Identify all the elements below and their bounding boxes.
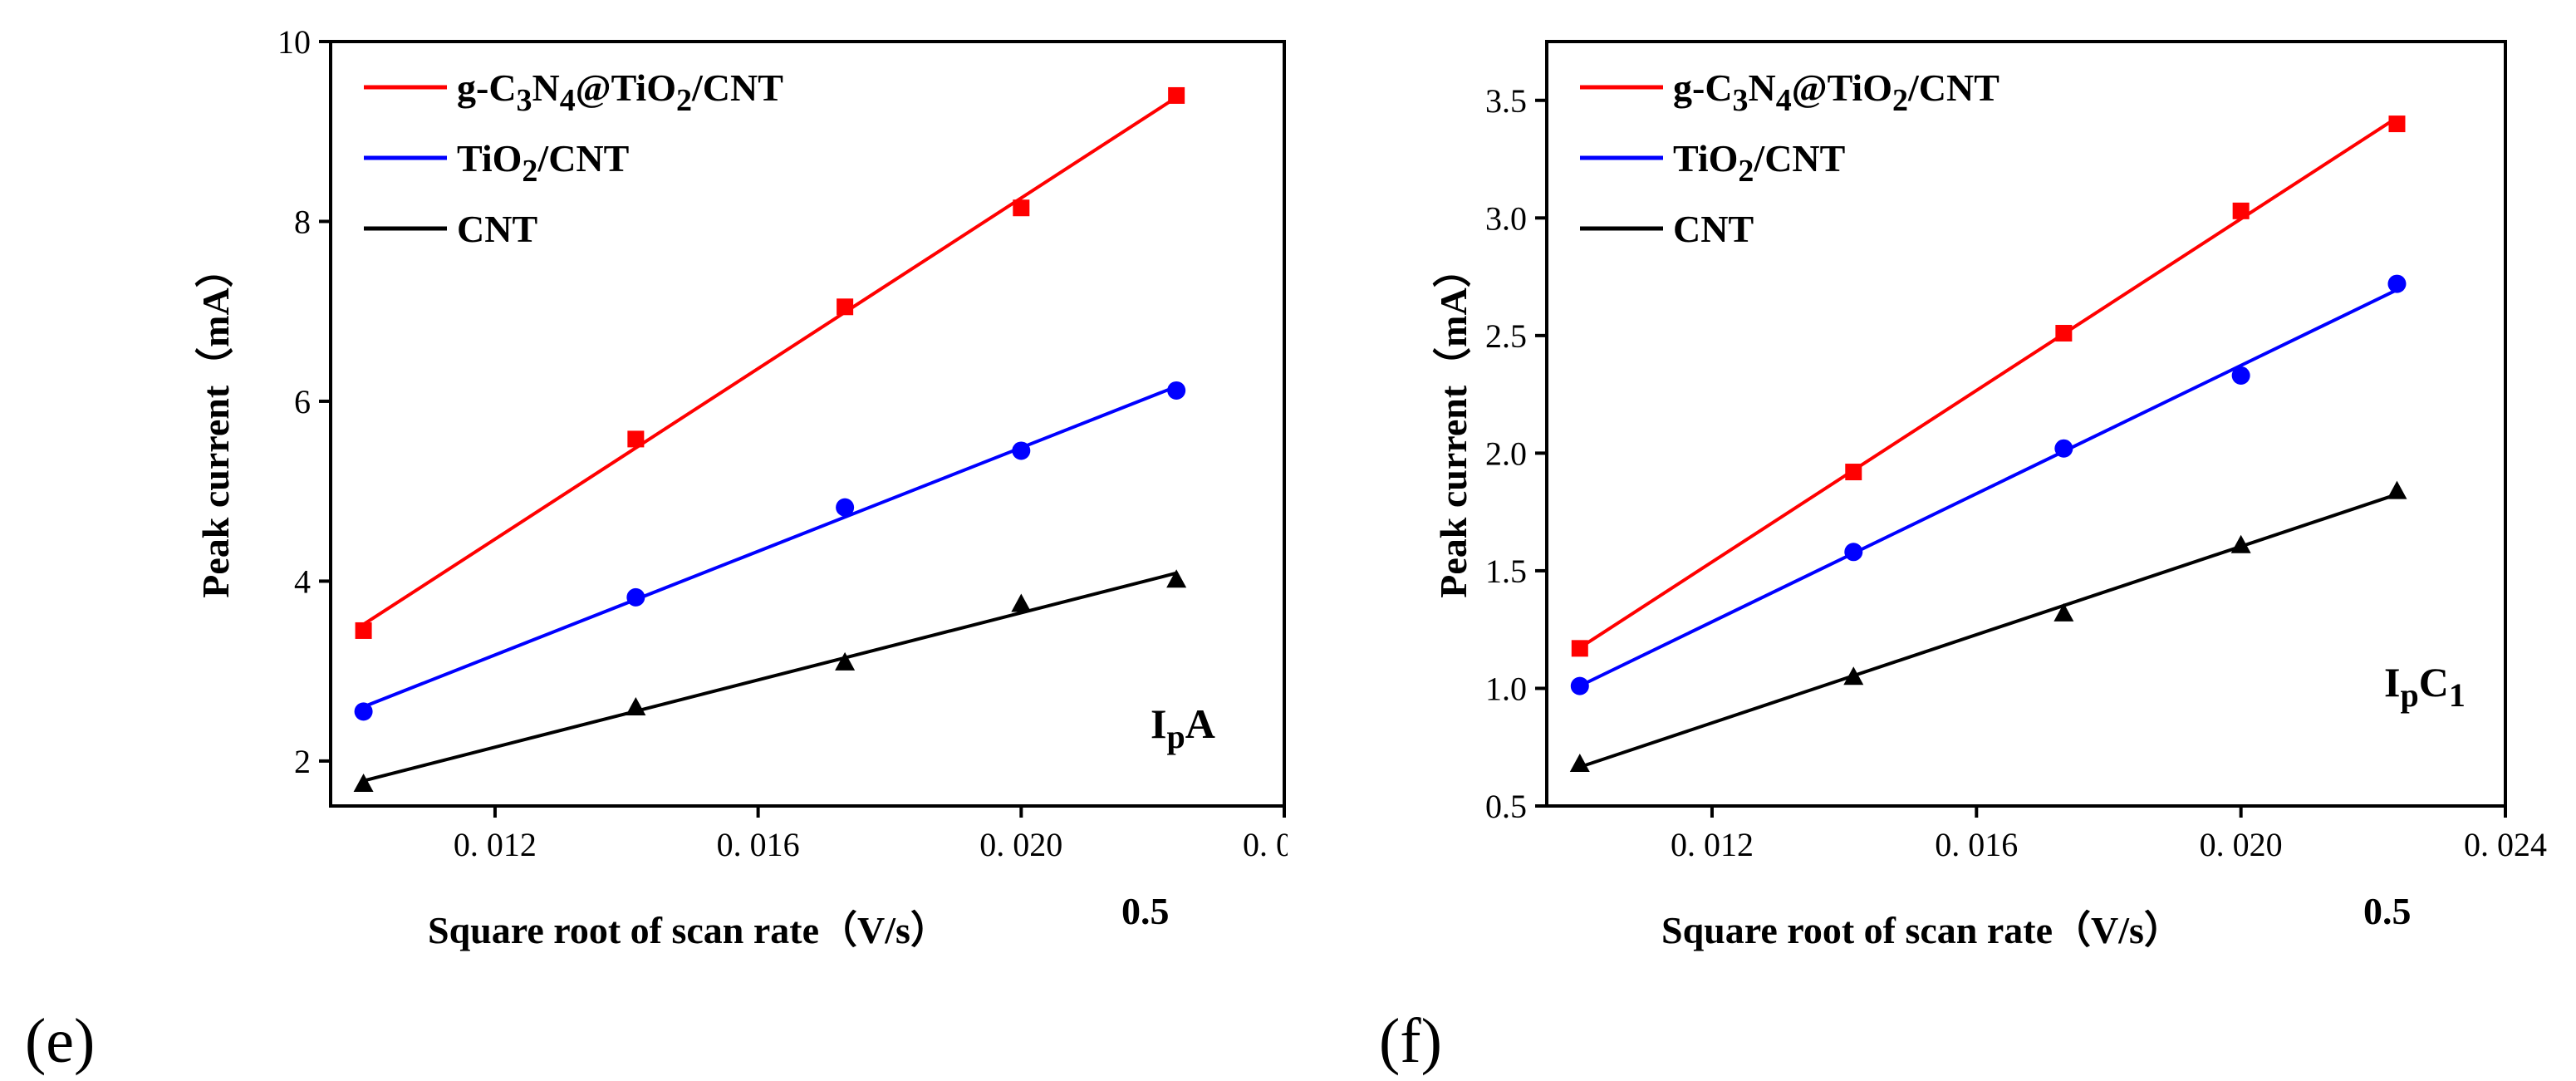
chart-e-fit-line-2	[363, 571, 1177, 783]
chart-e-data-point	[355, 622, 372, 639]
chart-e-legend-label-0: g-C3​N4​@TiO2​/CNT	[457, 66, 783, 118]
chart-e-legend-label-2: CNT	[457, 208, 537, 250]
chart-f-y-axis-title: Peak current（mA）	[1432, 249, 1474, 597]
chart-f-data-point	[1569, 754, 1590, 773]
chart-f-xtick-label: 0. 024	[2464, 826, 2547, 863]
chart-f-ytick-label: 3.0	[1485, 199, 1527, 237]
chart-e-data-point	[626, 696, 646, 715]
chart-e-data-point	[1166, 569, 1187, 588]
chart-f-data-point	[2387, 480, 2407, 499]
chart-e: 0. 012 0. 016 0. 020 0. 024 2 4 6 8 10 Square roo…	[194, 23, 1288, 951]
chart-e-annotation: IpA	[1151, 700, 1215, 755]
chart-f: 0. 012 0. 016 0. 020 0. 024 0.5 1.0 1.5 2.0 2.5 3…	[1432, 40, 2547, 951]
chart-f-data-point	[2230, 534, 2251, 553]
chart-e-ytick-label: 2	[294, 743, 311, 780]
chart-f-series-0	[1571, 115, 2406, 657]
chart-e-fit-line-1	[362, 385, 1177, 709]
chart-f-legend-label-2: CNT	[1673, 208, 1754, 250]
chart-e-fit-line-0	[362, 96, 1178, 626]
chart-f-ytick-label: 2.0	[1485, 435, 1527, 472]
chart-e-ytick-label: 10	[277, 23, 311, 61]
chart-f-series-1	[1570, 274, 2407, 695]
chart-f-xtick-label: 0. 016	[1935, 826, 2018, 863]
chart-f-data-point	[2054, 439, 2073, 458]
chart-e-data-point	[354, 702, 373, 721]
chart-e-data-point	[836, 498, 855, 517]
chart-e-xtick-label: 0. 024	[1243, 826, 1288, 863]
chart-f-data-point	[1843, 666, 1864, 685]
chart-e-ytick-label: 4	[294, 563, 311, 600]
panel-label-f: (f)	[1379, 1006, 1442, 1076]
chart-f-ytick-label: 1.5	[1485, 553, 1527, 590]
chart-f-ytick-label: 3.5	[1485, 82, 1527, 120]
chart-f-data-point	[1845, 464, 1862, 481]
chart-e-y-axis-title: Peak current（mA）	[194, 249, 237, 597]
chart-f-legend-label-0: g-C3​N4​@TiO2​/CNT	[1673, 66, 1999, 118]
panel-label-e: (e)	[25, 1006, 96, 1076]
chart-e-data-point	[837, 298, 854, 316]
chart-e-data-point	[353, 773, 374, 792]
chart-f-ytick-label: 0.5	[1485, 788, 1527, 825]
chart-e-xtick-label: 0. 020	[979, 826, 1062, 863]
chart-f-annotation: IpC1	[2384, 659, 2466, 714]
chart-f-legend-label-1: TiO2​/CNT	[1673, 137, 1845, 189]
chart-e-xtick-label: 0. 016	[717, 826, 800, 863]
chart-f-fit-line-1	[1578, 288, 2398, 688]
chart-e-ytick-label: 8	[294, 203, 311, 240]
chart-f-data-point	[2231, 366, 2250, 385]
chart-f-data-point	[1570, 676, 1589, 695]
chart-f-plot-frame	[1545, 40, 2507, 808]
chart-f-x-axis-title: Square root of scan rate（V/s）	[1661, 909, 2182, 951]
chart-e-series-1	[354, 381, 1186, 721]
chart-e-data-point	[1013, 199, 1030, 217]
chart-e-plot-frame	[329, 40, 1286, 808]
chart-e-x-axis-exponent: 0.5	[1121, 890, 1170, 932]
chart-e-data-point	[1011, 593, 1032, 612]
chart-e-x-axis-title: Square root of scan rate（V/s）	[428, 909, 949, 951]
chart-e-series-0	[355, 86, 1185, 639]
chart-f-fit-line-0	[1578, 115, 2398, 650]
chart-e-data-point	[627, 430, 645, 448]
chart-f-fit-line-2	[1579, 493, 2398, 769]
chart-f-data-point	[1844, 543, 1863, 562]
chart-e-data-point	[835, 651, 856, 671]
chart-f-data-point	[2053, 602, 2074, 622]
chart-e-data-point	[1167, 381, 1186, 400]
chart-f-data-point	[1571, 640, 1588, 657]
chart-f-data-point	[2387, 274, 2407, 293]
chart-e-ytick-label: 6	[294, 383, 311, 420]
chart-e-data-point	[1168, 86, 1185, 104]
chart-f-xtick-label: 0. 012	[1671, 826, 1754, 863]
chart-e-legend-label-1: TiO2​/CNT	[457, 137, 629, 189]
chart-e-series-2	[353, 569, 1187, 792]
chart-f-data-point	[2388, 115, 2406, 133]
chart-f-data-point	[2055, 325, 2073, 342]
chart-e-xtick-label: 0. 012	[454, 826, 537, 863]
chart-f-series-2	[1569, 480, 2407, 773]
chart-f-ytick-label: 1.0	[1485, 670, 1527, 707]
chart-f-x-axis-exponent: 0.5	[2363, 890, 2412, 932]
chart-f-xtick-label: 0. 020	[2200, 826, 2283, 863]
chart-e-data-point	[1012, 441, 1031, 460]
chart-e-data-point	[626, 587, 645, 607]
chart-f-data-point	[2232, 202, 2250, 219]
chart-f-ytick-label: 2.5	[1485, 317, 1527, 355]
